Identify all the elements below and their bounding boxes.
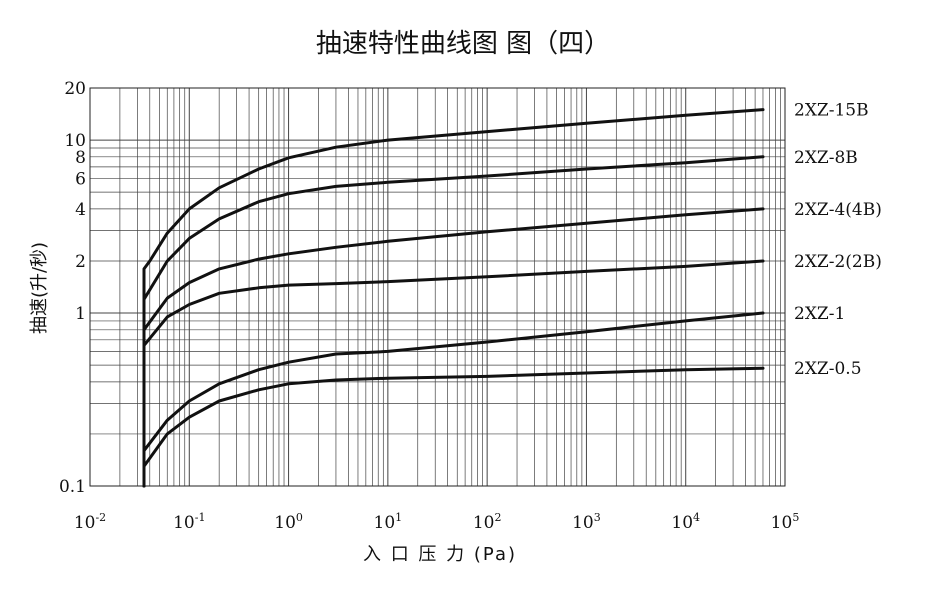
y-tick-label: 20 [64,79,86,99]
x-tick-label: 102 [473,511,502,533]
x-tick-label: 103 [572,511,601,533]
x-tick-label: 101 [374,511,403,533]
series-label: 2XZ-2(2B) [794,252,882,272]
series-label: 2XZ-4(4B) [794,200,882,220]
series-line [142,108,765,488]
series-labels: 2XZ-15B 2XZ-8B 2XZ-4(4B) 2XZ-2(2B) 2XZ-1 2XZ-… [794,101,882,380]
series-label: 2XZ-15B [794,101,869,121]
x-tick-label: 10-1 [173,511,205,533]
series-label: 2XZ-0.5 [794,359,862,379]
series-line [142,207,765,488]
y-tick-label: 4 [75,200,86,220]
x-tick-label: 100 [274,511,303,533]
y-tick-label: 0.1 [59,477,86,497]
series-label: 2XZ-8B [794,148,858,168]
grid-layer [89,87,785,487]
x-tick-label: 104 [671,511,700,533]
x-tick-labels: 10-2 10-1 100 101 102 103 104 105 [74,511,800,533]
y-axis-label: 抽速(升/秒) [29,242,50,334]
y-tick-label: 6 [75,169,86,189]
y-tick-label: 2 [75,252,86,272]
series-line [142,259,765,488]
series-line [142,366,765,488]
plot-frame [89,87,786,487]
series-line [142,155,765,488]
y-tick-label: 8 [75,148,86,168]
series-label: 2XZ-1 [794,304,845,324]
x-tick-label: 10-2 [74,511,106,533]
y-tick-label: 10 [64,131,86,151]
series-line [142,311,765,488]
y-tick-label: 1 [75,304,86,324]
chart-title: 抽速特性曲线图 图（四） [316,29,610,59]
x-axis-label: 入 口 压 力 (Pa) [363,544,517,565]
x-tick-label: 105 [771,511,800,533]
series-layer [142,108,765,488]
